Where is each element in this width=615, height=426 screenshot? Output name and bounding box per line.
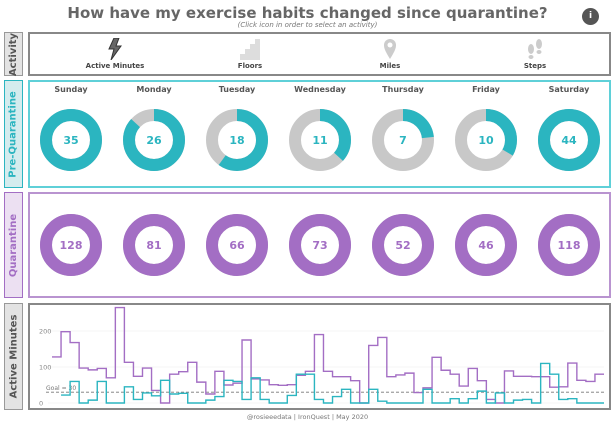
pre_quarantine-donut-wednesday[interactable]: 11: [287, 107, 353, 173]
activity-label-floors: Floors: [237, 62, 263, 70]
pre-quarantine-label-text: Pre-Quarantine: [8, 90, 20, 178]
chart-ylabel-box: Active Minutes: [4, 303, 23, 410]
quarantine-label: Quarantine: [4, 192, 23, 298]
pre-quarantine-panel: Sunday 35 Monday 26 Tuesday 18 Wednesday 11 Thur…: [28, 80, 611, 188]
goal-label: Goal = 30: [46, 385, 76, 392]
donut-progress: [123, 214, 185, 276]
quarantine-donut-friday[interactable]: 46: [453, 212, 519, 278]
pre_quarantine-donut-thursday[interactable]: 7: [370, 107, 436, 173]
y-tick-label: 100: [39, 364, 51, 372]
activity-label-miles: Miles: [379, 62, 401, 70]
activity-label-active-minutes: Active Minutes: [85, 62, 145, 70]
donut-progress: [40, 109, 102, 171]
donut-value: 81: [146, 239, 161, 252]
donut-value: 18: [229, 134, 244, 147]
donut-value: 44: [561, 134, 577, 147]
donut-progress: [289, 109, 351, 171]
y-tick-label: 200: [39, 328, 51, 336]
donut-value: 11: [312, 134, 327, 147]
donut-progress: [455, 109, 517, 171]
pre_quarantine-donut-tuesday[interactable]: 18: [204, 107, 270, 173]
map-pin-icon: [384, 39, 396, 59]
donut-value: 7: [399, 134, 407, 147]
pre-quarantine-label: Pre-Quarantine: [4, 80, 23, 188]
donut-value: 73: [312, 239, 327, 252]
pre_quarantine-donut-saturday[interactable]: 44: [536, 107, 602, 173]
activity-selector: Active Minutes Floors Miles Steps: [28, 32, 611, 76]
quarantine-donut-thursday[interactable]: 52: [370, 212, 436, 278]
quarantine-panel: 128 81 66 73 52 46 118: [28, 192, 611, 298]
donut-progress: [289, 214, 351, 276]
info-button[interactable]: i: [582, 8, 599, 25]
pre_quarantine-donut-friday[interactable]: 10: [453, 107, 519, 173]
donut-value: 52: [395, 239, 410, 252]
donut-progress: [372, 214, 434, 276]
chart-ylabel: Active Minutes: [8, 314, 20, 399]
day-label-monday: Monday: [136, 85, 172, 94]
donut-progress: [206, 109, 268, 171]
quarantine-donut-sunday[interactable]: 128: [38, 212, 104, 278]
footprints-icon: [528, 39, 542, 59]
pre-series-line: [61, 362, 604, 404]
donut-value: 10: [478, 134, 494, 147]
pre_quarantine-donut-sunday[interactable]: 35: [38, 107, 104, 173]
y-tick-label: 0: [39, 400, 43, 408]
donut-value: 35: [63, 134, 78, 147]
activity-label-steps: Steps: [523, 62, 547, 70]
donut-value: 46: [478, 239, 494, 252]
activity-steps[interactable]: Steps: [475, 38, 595, 70]
donut-value: 128: [60, 239, 83, 252]
quarantine-donut-saturday[interactable]: 118: [536, 212, 602, 278]
activity-label: Activity: [4, 32, 23, 76]
page-title: How have my exercise habits changed sinc…: [67, 4, 548, 22]
donut-progress: [123, 109, 185, 171]
donut-progress: [538, 214, 600, 276]
day-label-tuesday: Tuesday: [218, 85, 256, 94]
lightning-icon: [108, 38, 122, 60]
day-label-wednesday: Wednesday: [294, 85, 346, 94]
activity-label-text: Activity: [8, 32, 19, 76]
activity-active-minutes[interactable]: Active Minutes: [55, 38, 175, 70]
stairs-icon: [240, 39, 260, 60]
activity-floors[interactable]: Floors: [190, 38, 310, 70]
active-minutes-chart: 0 100 200 Goal = 30: [39, 306, 604, 408]
chart-panel: 0 100 200 Goal = 30: [28, 303, 611, 410]
donut-progress: [372, 109, 434, 171]
day-label-thursday: Thursday: [382, 85, 424, 94]
donut-progress: [538, 109, 600, 171]
footer-credit: @rosieeedata | IronQuest | May 2020: [246, 413, 369, 421]
donut-progress: [40, 214, 102, 276]
quarantine-label-text: Quarantine: [8, 213, 19, 277]
donut-value: 26: [146, 134, 162, 147]
donut-value: 118: [558, 239, 581, 252]
day-label-saturday: Saturday: [548, 85, 590, 94]
pre_quarantine-donut-monday[interactable]: 26: [121, 107, 187, 173]
page-subtitle: (Click icon in order to select an activi…: [237, 21, 378, 29]
day-label-sunday: Sunday: [54, 85, 88, 94]
donut-value: 66: [229, 239, 245, 252]
day-label-friday: Friday: [472, 85, 500, 94]
quarantine-donut-monday[interactable]: 81: [121, 212, 187, 278]
activity-miles[interactable]: Miles: [330, 38, 450, 70]
quarantine-donut-tuesday[interactable]: 66: [204, 212, 270, 278]
quarantine-donut-wednesday[interactable]: 73: [287, 212, 353, 278]
donut-progress: [455, 214, 517, 276]
quarantine-series-line: [52, 306, 604, 404]
donut-progress: [206, 214, 268, 276]
